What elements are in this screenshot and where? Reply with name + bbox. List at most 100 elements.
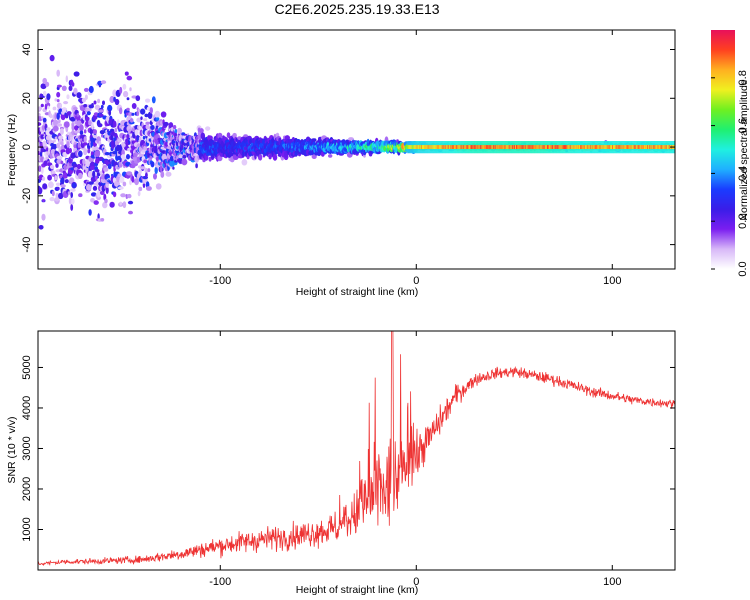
spectrogram-cell [122,201,127,209]
spectrogram-cell [119,107,123,115]
spectrogram-cell [53,139,56,143]
spectrogram-cell [119,201,122,206]
spectrogram-cell [140,166,146,170]
spectrogram-cell [160,171,165,178]
spectrogram-cell [73,87,78,95]
spectrogram-cell [94,175,98,180]
spectrogram-cell [126,97,130,101]
spectrogram-cell [73,107,78,110]
spectrogram-cell [76,163,82,170]
spectrogram-cell [71,124,75,131]
spectrogram-band-core [568,145,571,149]
snr-panel: -100 0 100 1000 2000 3000 4000 5000 Height of s… [6,330,676,596]
spectrogram-cell [96,190,101,198]
spectrogram-cell [55,163,59,168]
snr-background [38,331,675,570]
spectrogram-cell [93,112,99,117]
spectrogram-cell [49,164,55,170]
spectrogram-cell [311,154,317,159]
spectrogram-cell [52,106,57,111]
spectrogram-cell [68,197,73,205]
spectrogram-cell [42,90,47,97]
spectrogram-cell [40,166,44,174]
figure-title: C2E6.2025.235.19.33.E13 [274,1,439,17]
spectrogram-cell [144,113,149,118]
spectrogram-cell [60,149,66,153]
spectrogram-cell [52,125,59,132]
spectrogram-cell [174,129,178,134]
spectrogram-cell [144,168,149,173]
snr-frame [37,330,676,571]
spectrogram-cell [86,183,92,191]
spectrogram-cell [119,176,125,184]
snr-x-tick-label: 0 [413,576,419,588]
spectrogram-cell [47,174,52,181]
spectrogram-cell [90,198,95,203]
spectrogram-cell [131,112,135,116]
spectrogram-cell [155,117,160,121]
spectrogram-cell [70,204,74,211]
spectrogram-cell [60,160,64,165]
spectrogram-cell [84,94,88,100]
spectrogram-cell [128,112,133,117]
spectrogram-cell [93,146,100,151]
spectrogram-cell [143,118,148,122]
spectrogram-cell [83,129,87,134]
spectrogram-cell [348,137,354,141]
spectrogram-y-tick-label: -40 [21,237,33,253]
spectrogram-cell [217,132,223,140]
spectrogram-cell [155,183,162,190]
spectrogram-cell [83,87,89,92]
spectrogram-cell [77,141,81,149]
spectrogram-cell [137,190,141,197]
spectrogram-cell [228,151,233,158]
spectrogram-cell [42,117,47,123]
snr-y-tick-label: 3000 [21,436,33,460]
spectrogram-cell [126,154,130,160]
spectrogram-cell [81,97,86,103]
spectrogram-cell [145,186,152,191]
spectrogram-cell [56,84,62,88]
spectrogram-cell [226,132,231,139]
spectrogram-cell [241,159,248,166]
spectrogram-cell [135,95,141,102]
spectrogram-cell [151,96,156,104]
spectrogram-cell [85,107,92,112]
colorbar-label: Normalized spectral amplitude [738,79,750,220]
spectrogram-cell [97,98,101,104]
spectrogram-cell [122,181,127,187]
spectrogram-cell [78,193,83,198]
spectrogram-cell [98,113,104,117]
spectrogram-cell [129,87,132,92]
spectrogram-cell [56,123,63,127]
spectrogram-cell [143,145,148,151]
spectrogram-cell [45,81,50,87]
spectrogram-cell [71,198,75,205]
colorbar-tick-label: 0.0 [737,261,749,276]
spectrogram-cell [46,147,49,152]
spectrogram-cell [138,169,142,175]
spectrogram-cell [127,193,132,199]
spectrogram-cell [55,192,59,199]
spectrogram-cell [54,112,58,120]
spectrogram-cell [108,109,112,116]
spectrogram-cell [172,125,177,130]
spectrogram-cell [159,165,163,173]
spectrogram-cell [168,122,174,129]
spectrogram-cell [117,173,122,178]
colorbar: 0.0 0.2 0.4 0.6 0.8 Normalized spectral ampl… [711,30,750,277]
spectrogram-cell [56,99,60,103]
spectrogram-cell [92,170,96,178]
spectrogram-cell [78,150,83,158]
spectrogram-cell [117,186,124,190]
spectrogram-cell [90,192,97,197]
spectrogram-cell [46,127,51,131]
spectrogram-cell [38,187,43,195]
spectrogram-cell [120,193,126,198]
spectrogram-cell [145,121,150,125]
spectrogram-cell [61,107,67,114]
spectrogram-cell [49,54,55,62]
spectrogram-band-core [616,145,619,149]
spectrogram-panel: -100 0 100 -40 -20 0 20 40 Height of straight l… [6,29,676,298]
spectrogram-cell [160,111,167,118]
